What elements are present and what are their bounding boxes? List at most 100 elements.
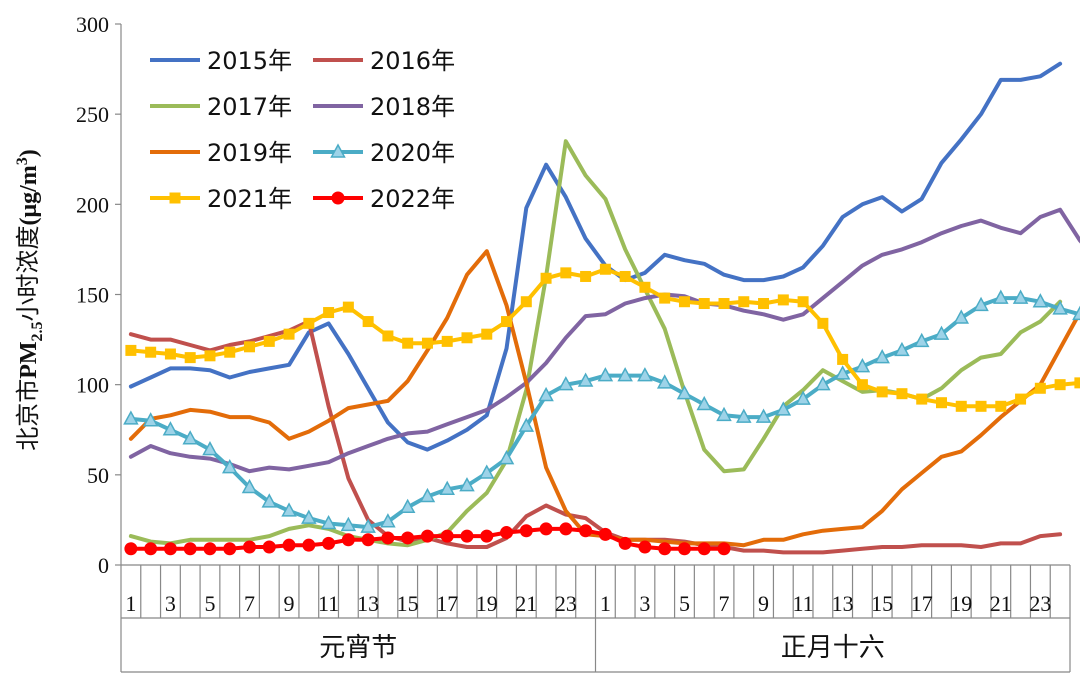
data-point <box>419 487 436 503</box>
series-2018年 <box>128 207 1080 474</box>
data-point <box>421 337 433 349</box>
data-point <box>302 538 316 552</box>
data-point <box>163 542 177 556</box>
data-point <box>876 386 888 398</box>
data-point <box>637 367 653 382</box>
x-tick-label: 23 <box>1029 591 1051 616</box>
data-point <box>244 341 256 353</box>
x-tick-label: 17 <box>436 591 458 616</box>
data-point <box>1015 393 1027 405</box>
data-point <box>204 350 216 362</box>
data-point <box>597 367 614 382</box>
data-point <box>203 542 217 556</box>
data-point <box>501 316 513 328</box>
data-point <box>184 352 196 364</box>
data-point <box>755 408 772 423</box>
data-point <box>1032 293 1049 308</box>
data-point <box>342 301 354 313</box>
data-point <box>479 464 495 479</box>
x-tick-label: 3 <box>165 591 176 616</box>
data-point <box>322 536 336 550</box>
data-point <box>579 524 593 538</box>
data-point <box>894 341 910 357</box>
data-point <box>656 374 673 389</box>
series-2020年 <box>123 289 1080 533</box>
data-point <box>362 316 374 328</box>
data-point <box>460 529 474 543</box>
data-point <box>182 430 198 445</box>
data-point <box>1012 289 1029 304</box>
data-point <box>162 421 179 436</box>
data-point <box>261 493 278 508</box>
legend-item-2020年: 2020年 <box>313 139 455 167</box>
data-point <box>341 533 355 547</box>
data-point <box>144 542 158 556</box>
data-point <box>282 538 296 552</box>
x-tick-label: 7 <box>719 591 730 616</box>
data-point <box>303 317 315 329</box>
y-tick-label: 50 <box>87 463 109 488</box>
data-point <box>717 542 731 556</box>
series-line <box>128 207 1080 474</box>
data-point <box>323 307 335 319</box>
data-point <box>973 296 989 312</box>
data-point <box>283 328 295 340</box>
legend-swatch-marker <box>330 143 346 158</box>
data-point <box>619 270 631 282</box>
data-point <box>775 401 792 416</box>
x-tick-label: 17 <box>911 591 933 616</box>
data-point <box>262 540 276 554</box>
data-point <box>241 478 258 494</box>
data-point <box>401 531 415 545</box>
data-point <box>736 408 752 423</box>
data-point <box>360 518 376 533</box>
data-point <box>777 294 789 306</box>
x-tick-label: 5 <box>204 591 215 616</box>
data-point <box>698 298 710 310</box>
y-axis-label: 北京市PM2.5小时浓度(μg/m3) <box>14 149 46 451</box>
data-point <box>1052 300 1068 315</box>
group-label: 元宵节 <box>319 633 397 663</box>
data-point <box>440 529 454 543</box>
data-point <box>560 267 572 279</box>
series-2021年 <box>125 263 1080 412</box>
data-point <box>975 400 987 412</box>
series-layer <box>123 61 1080 556</box>
data-point <box>896 388 908 400</box>
data-point <box>618 536 632 550</box>
data-point <box>124 542 138 556</box>
data-point <box>856 379 868 391</box>
data-point <box>795 390 811 405</box>
x-tick-label: 19 <box>476 591 498 616</box>
data-point <box>837 353 849 365</box>
series-line <box>128 296 1080 530</box>
data-point <box>797 296 809 308</box>
data-point <box>520 296 532 308</box>
data-point <box>933 325 950 340</box>
data-point <box>815 376 831 391</box>
data-point <box>697 542 711 556</box>
data-point <box>638 540 652 554</box>
x-tick-label: 1 <box>600 591 611 616</box>
legend-label: 2018年 <box>370 93 455 121</box>
data-point <box>995 400 1007 412</box>
data-point <box>380 513 396 528</box>
legend-item-2017年: 2017年 <box>150 93 292 121</box>
y-tick-label: 250 <box>76 102 109 127</box>
data-point <box>518 417 535 432</box>
data-point <box>498 450 515 465</box>
legend-label: 2015年 <box>207 47 292 75</box>
data-point <box>1074 377 1080 389</box>
data-point <box>381 531 395 545</box>
data-point <box>164 348 176 360</box>
data-point <box>558 376 574 391</box>
x-tick-label: 7 <box>244 591 255 616</box>
x-tick-label: 1 <box>125 591 136 616</box>
data-point <box>481 328 493 340</box>
y-tick-label: 150 <box>76 283 109 308</box>
data-point <box>874 349 890 364</box>
data-point <box>125 344 137 356</box>
data-point <box>559 522 573 536</box>
series-line <box>128 61 1063 452</box>
